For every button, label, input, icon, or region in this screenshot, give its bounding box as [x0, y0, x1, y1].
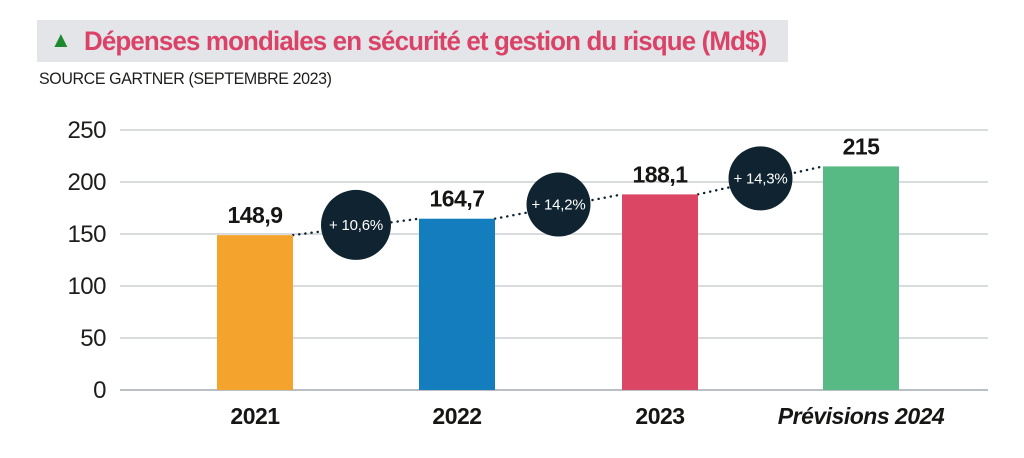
bar-2022 — [419, 218, 495, 390]
growth-badge-label: + 14,2% — [531, 197, 585, 214]
bar-prévisions-2024 — [823, 166, 899, 390]
y-tick-label: 100 — [67, 273, 106, 300]
growth-badge — [728, 146, 793, 211]
growth-badge — [526, 172, 591, 237]
bar-2021 — [217, 235, 293, 390]
bar-value-label: 188,1 — [632, 161, 688, 187]
x-category-label: Prévisions 2024 — [778, 403, 945, 429]
growth-badge — [321, 189, 391, 260]
growth-badge-label: + 14,3% — [733, 170, 787, 187]
bar-value-label: 164,7 — [429, 186, 484, 212]
bar-value-label: 215 — [843, 133, 881, 159]
trend-dotted-line — [696, 165, 825, 196]
y-tick-label: 50 — [80, 325, 106, 352]
bar-value-label: 148,9 — [227, 202, 282, 228]
y-tick-label: 250 — [67, 117, 106, 144]
growth-badge-label: + 10,6% — [329, 217, 383, 234]
x-category-label: 2021 — [230, 403, 280, 429]
y-tick-label: 150 — [67, 221, 106, 248]
up-triangle-icon: ▲ — [50, 27, 72, 52]
y-tick-label: 0 — [93, 377, 106, 404]
chart-title: Dépenses mondiales en sécurité et gestio… — [83, 25, 767, 56]
trend-dotted-line — [291, 217, 421, 237]
y-tick-label: 200 — [67, 169, 106, 196]
bar-2023 — [622, 194, 698, 390]
x-category-label: 2022 — [432, 403, 481, 429]
title-bar: ▲ Dépenses mondiales en sécurité et gest… — [37, 20, 788, 62]
source-caption: SOURCE GARTNER (SEPTEMBRE 2023) — [39, 69, 332, 88]
x-category-label: 2023 — [635, 403, 684, 429]
